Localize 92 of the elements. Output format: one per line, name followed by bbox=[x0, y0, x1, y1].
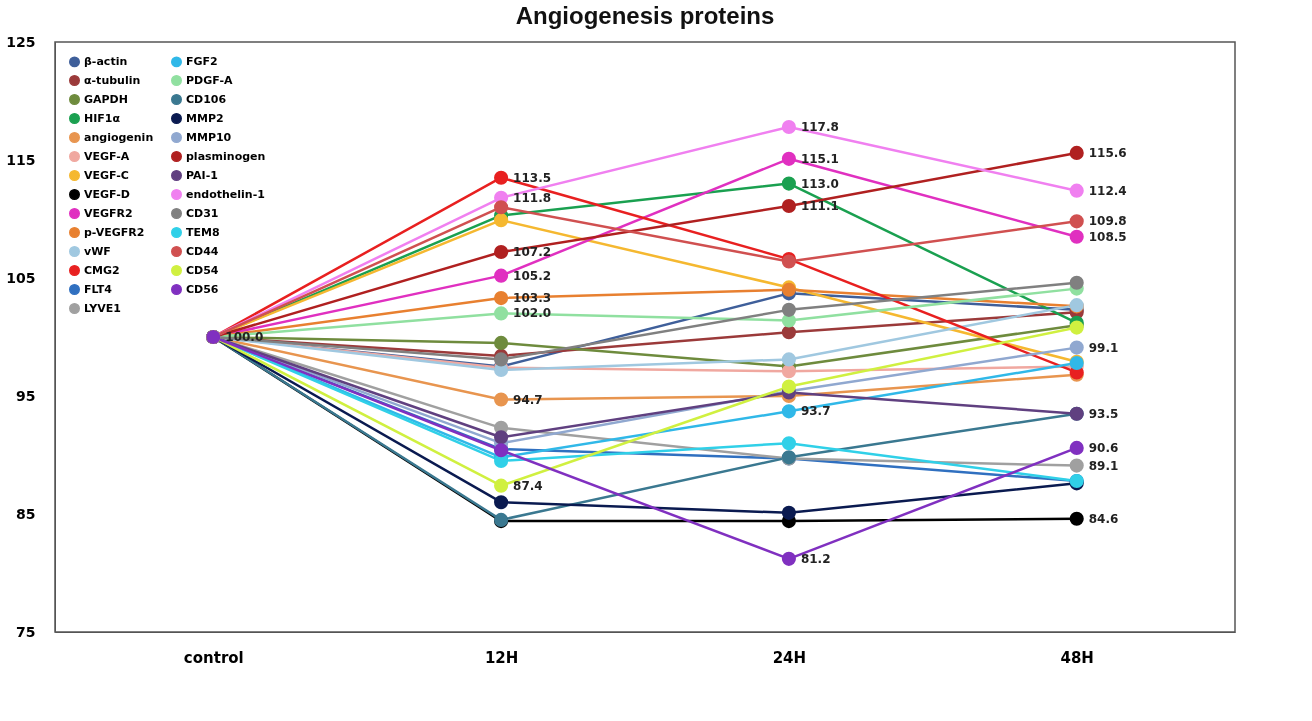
data-label: 105.2 bbox=[513, 268, 552, 283]
y-tick-label: 115 bbox=[6, 151, 36, 168]
legend-label: CD31 bbox=[186, 206, 219, 220]
legend-label: angiogenin bbox=[84, 130, 154, 144]
data-label: 102.0 bbox=[513, 306, 552, 321]
legend-label: vWF bbox=[84, 244, 111, 258]
point bbox=[781, 151, 796, 166]
data-label: 115.6 bbox=[1088, 145, 1127, 160]
point bbox=[1069, 229, 1084, 244]
legend-label: PDGF-A bbox=[186, 73, 233, 87]
x-tick-label: 48H bbox=[1060, 648, 1094, 667]
legend-label: FLT4 bbox=[84, 282, 113, 296]
data-label: 117.8 bbox=[800, 119, 839, 134]
data-label: 111.1 bbox=[800, 199, 839, 214]
data-label: 89.1 bbox=[1088, 458, 1119, 473]
legend-label: plasminogen bbox=[186, 149, 266, 163]
point bbox=[494, 200, 509, 215]
data-label: 93.7 bbox=[800, 404, 831, 419]
legend-label: β-actin bbox=[84, 54, 128, 68]
point bbox=[781, 302, 796, 317]
point bbox=[1069, 458, 1084, 473]
legend-label: PAI-1 bbox=[186, 168, 218, 182]
data-label: 107.2 bbox=[513, 245, 552, 260]
legend-label: p-VEGFR2 bbox=[84, 225, 145, 239]
point bbox=[1069, 340, 1084, 355]
data-label: 113.5 bbox=[513, 170, 552, 185]
point bbox=[494, 335, 509, 350]
x-tick-label: 12H bbox=[484, 648, 519, 667]
x-tick-label: 24H bbox=[772, 648, 807, 667]
legend-label: CD54 bbox=[186, 263, 219, 277]
y-tick-label: 75 bbox=[16, 623, 36, 640]
point bbox=[494, 392, 509, 407]
data-label: 112.4 bbox=[1088, 183, 1127, 198]
point bbox=[781, 379, 796, 394]
legend-label: VEGFR2 bbox=[84, 206, 133, 220]
y-tick-label: 105 bbox=[6, 269, 36, 286]
point bbox=[1069, 440, 1084, 455]
data-label: 108.5 bbox=[1088, 229, 1127, 244]
data-label: 81.2 bbox=[800, 551, 831, 566]
legend-label: HIF1α bbox=[84, 111, 121, 125]
legend-label: VEGF-A bbox=[84, 149, 130, 163]
point bbox=[494, 306, 509, 321]
data-label: 111.8 bbox=[513, 190, 552, 205]
point bbox=[494, 291, 509, 306]
data-label: 99.1 bbox=[1088, 340, 1119, 355]
point bbox=[1069, 275, 1084, 290]
point bbox=[1069, 511, 1084, 526]
point bbox=[494, 430, 509, 445]
point bbox=[1069, 183, 1084, 198]
point bbox=[781, 198, 796, 214]
legend-label: VEGF-C bbox=[84, 168, 129, 182]
data-label: 84.6 bbox=[1088, 511, 1119, 526]
data-label: 115.1 bbox=[800, 151, 839, 166]
data-label: 87.4 bbox=[513, 478, 543, 493]
legend-label: VEGF-D bbox=[84, 187, 130, 201]
point bbox=[494, 213, 509, 228]
legend-label: CD56 bbox=[186, 282, 219, 296]
data-label: 113.0 bbox=[800, 176, 839, 191]
data-label: 109.8 bbox=[1088, 214, 1127, 229]
legend-label: endothelin-1 bbox=[186, 187, 265, 201]
point bbox=[781, 404, 796, 419]
point bbox=[781, 505, 796, 520]
point bbox=[494, 170, 509, 185]
y-tick-label: 85 bbox=[16, 505, 36, 522]
legend-label: α-tubulin bbox=[84, 73, 141, 87]
legend-label: CD44 bbox=[186, 244, 219, 258]
point bbox=[494, 495, 509, 510]
legend-label: GAPDH bbox=[84, 92, 128, 106]
point bbox=[494, 244, 509, 260]
data-label: 90.6 bbox=[1088, 440, 1119, 455]
data-label: 93.5 bbox=[1088, 406, 1119, 421]
point bbox=[781, 436, 796, 451]
legend-label: TEM8 bbox=[186, 225, 220, 239]
legend-label: LYVE1 bbox=[84, 301, 121, 315]
point bbox=[781, 119, 796, 135]
point bbox=[494, 268, 509, 283]
point bbox=[494, 478, 509, 493]
point bbox=[1069, 145, 1084, 160]
x-tick-label: control bbox=[183, 648, 244, 667]
point bbox=[781, 325, 796, 340]
legend-label: CMG2 bbox=[84, 263, 120, 277]
legend-label: MMP2 bbox=[186, 111, 224, 125]
y-tick-label: 95 bbox=[16, 387, 36, 404]
chart-title: Angiogenesis proteins bbox=[515, 2, 775, 29]
legend-label: CD106 bbox=[186, 92, 227, 106]
y-tick-label: 125 bbox=[6, 33, 36, 50]
legend-label: MMP10 bbox=[186, 130, 232, 144]
point bbox=[494, 352, 509, 367]
point bbox=[781, 176, 796, 191]
legend-label: FGF2 bbox=[186, 54, 218, 68]
point bbox=[1069, 214, 1084, 229]
point bbox=[781, 551, 796, 566]
